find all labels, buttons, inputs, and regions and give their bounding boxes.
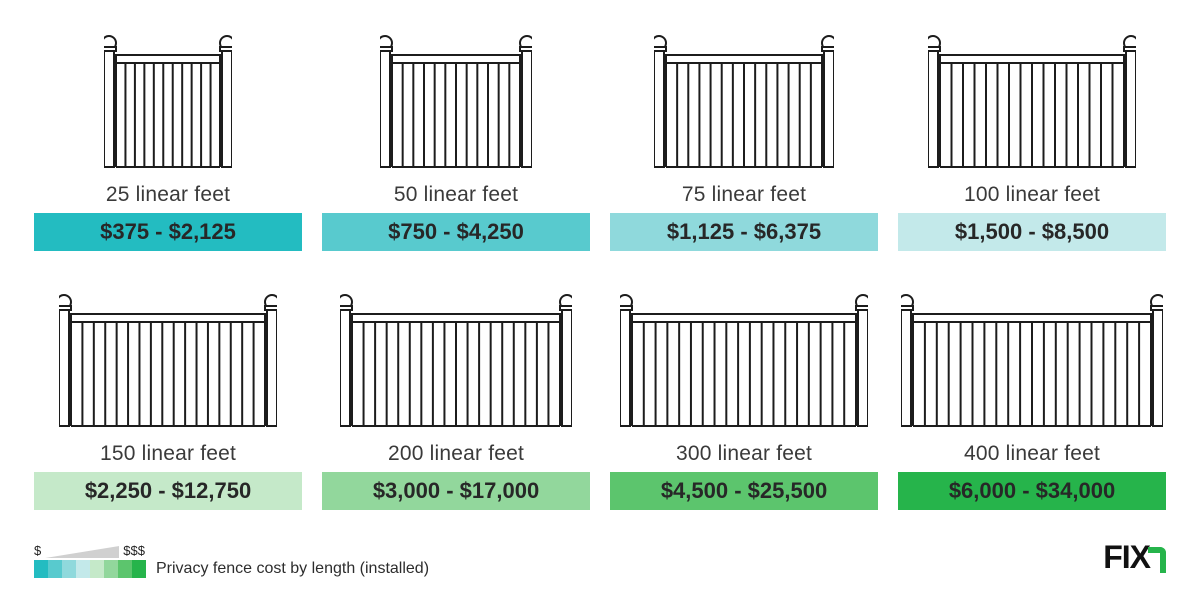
price-range: $6,000 - $34,000: [898, 472, 1166, 510]
fence-icon: [322, 10, 590, 177]
length-label: 400 linear feet: [964, 442, 1100, 466]
legend-high-symbol: $$$: [123, 543, 145, 558]
length-label: 200 linear feet: [388, 442, 524, 466]
fence-cost-cell: 150 linear feet $2,250 - $12,750: [34, 269, 302, 510]
price-range: $1,500 - $8,500: [898, 213, 1166, 251]
legend: $ $$$ Privacy fence cost by length (inst…: [34, 543, 429, 578]
fence-cost-cell: 400 linear feet $6,000 - $34,000: [898, 269, 1166, 510]
fence-cost-cell: 300 linear feet $4,500 - $25,500: [610, 269, 878, 510]
fence-cost-grid: 25 linear feet $375 - $2,125 50 linear fee…: [34, 10, 1166, 510]
price-range: $750 - $4,250: [322, 213, 590, 251]
fence-icon: [322, 269, 590, 436]
length-label: 75 linear feet: [682, 183, 806, 207]
fence-icon: [898, 269, 1166, 436]
price-range: $2,250 - $12,750: [34, 472, 302, 510]
legend-low-symbol: $: [34, 543, 41, 558]
fence-cost-cell: 25 linear feet $375 - $2,125: [34, 10, 302, 251]
price-range: $375 - $2,125: [34, 213, 302, 251]
fence-icon: [34, 269, 302, 436]
fence-icon: [610, 269, 878, 436]
length-label: 100 linear feet: [964, 183, 1100, 207]
length-label: 50 linear feet: [394, 183, 518, 207]
fence-cost-cell: 100 linear feet $1,500 - $8,500: [898, 10, 1166, 251]
length-label: 150 linear feet: [100, 442, 236, 466]
length-label: 25 linear feet: [106, 183, 230, 207]
legend-wedge-icon: [45, 546, 119, 558]
brand-text: FIX: [1103, 539, 1150, 576]
fence-cost-cell: 200 linear feet $3,000 - $17,000: [322, 269, 590, 510]
legend-caption: Privacy fence cost by length (installed): [156, 560, 429, 578]
price-range: $3,000 - $17,000: [322, 472, 590, 510]
fence-cost-cell: 75 linear feet $1,125 - $6,375: [610, 10, 878, 251]
legend-swatches: [34, 560, 146, 578]
fence-icon: [898, 10, 1166, 177]
fence-icon: [34, 10, 302, 177]
fence-cost-cell: 50 linear feet $750 - $4,250: [322, 10, 590, 251]
brand-logo: FIX: [1103, 539, 1166, 576]
price-range: $4,500 - $25,500: [610, 472, 878, 510]
price-range: $1,125 - $6,375: [610, 213, 878, 251]
length-label: 300 linear feet: [676, 442, 812, 466]
brand-hook-icon: [1148, 547, 1166, 573]
fence-icon: [610, 10, 878, 177]
